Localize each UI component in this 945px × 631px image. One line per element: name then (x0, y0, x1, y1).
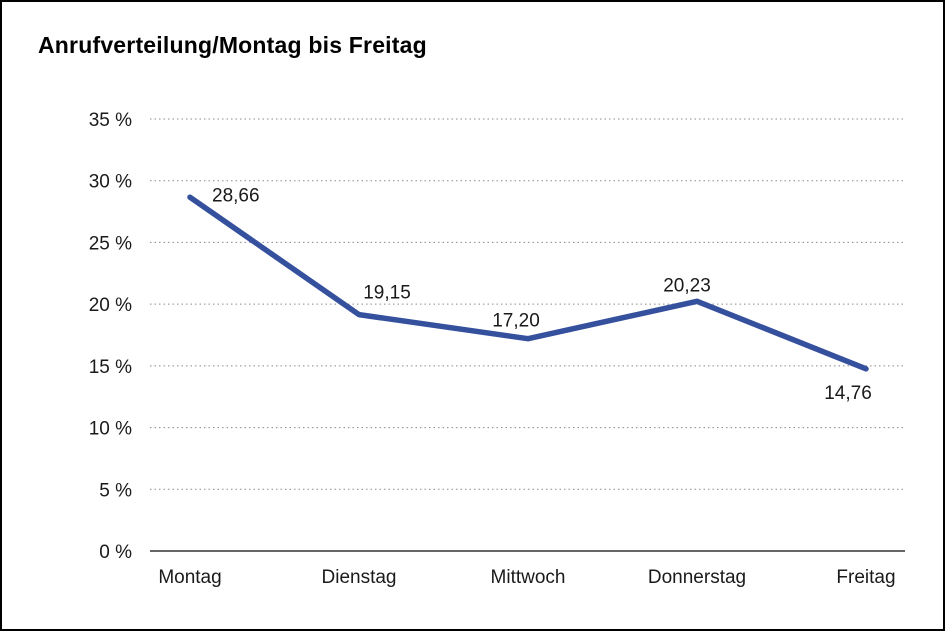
x-axis-label: Dienstag (322, 567, 397, 588)
x-axis-label: Mittwoch (491, 567, 566, 588)
y-axis-tick-label: 5 % (99, 480, 132, 501)
data-label: 19,15 (363, 283, 411, 304)
x-axis-label: Donnerstag (648, 567, 746, 588)
data-label: 17,20 (492, 311, 540, 332)
x-axis-label: Montag (158, 567, 221, 588)
y-axis-tick-label: 15 % (89, 357, 132, 378)
y-axis-tick-label: 35 % (89, 110, 132, 131)
y-axis-tick-label: 10 % (89, 419, 132, 440)
data-label: 14,76 (824, 383, 872, 404)
data-label: 20,23 (663, 275, 711, 296)
data-line (187, 194, 869, 372)
chart-title: Anrufverteilung/Montag bis Freitag (38, 32, 427, 58)
data-label: 28,66 (212, 185, 260, 206)
y-axis-tick-label: 20 % (89, 295, 132, 316)
x-axis-label: Freitag (836, 567, 895, 588)
y-axis-tick-label: 30 % (89, 172, 132, 193)
y-axis-tick-label: 0 % (99, 542, 132, 563)
y-axis-tick-label: 25 % (89, 233, 132, 254)
